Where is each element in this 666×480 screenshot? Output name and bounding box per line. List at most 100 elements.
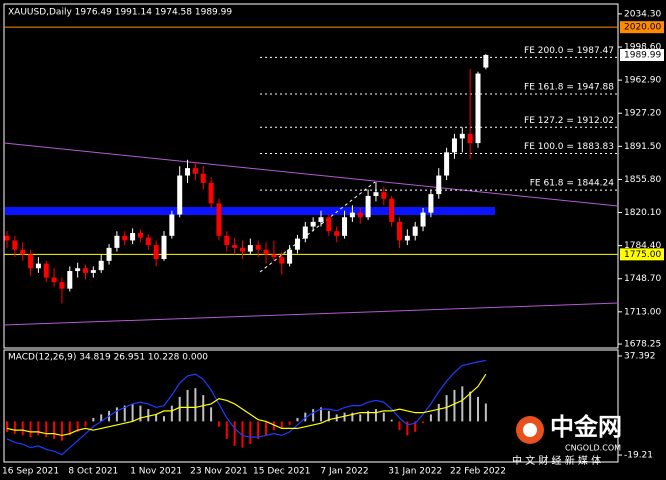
macd-histogram-bar [21,421,24,436]
candle-body [28,254,34,269]
macd-histogram-bar [320,407,322,422]
macd-histogram-bar [398,421,401,431]
y-tick-label: 1784.40 [624,241,661,251]
candle-body [342,217,348,236]
macd-histogram-bar [217,421,220,427]
logo-icon-inner [523,423,537,437]
candle-body [75,268,81,272]
candle-body [294,238,300,250]
y-tick-label: 2034.30 [624,9,661,19]
x-tick-label: 31 Jan 2022 [388,467,442,477]
macd-histogram-bar [233,421,236,446]
x-tick-label: 7 Jan 2022 [320,467,368,477]
price-tag [620,49,664,62]
macd-histogram-bar [359,414,362,422]
candle-body [357,212,363,218]
macd-histogram-bar [6,421,8,432]
macd-line [6,373,487,437]
candle-body [397,221,402,241]
macd-histogram-bar [453,389,456,422]
macd-histogram-bar [429,414,432,422]
macd-histogram-bar [37,421,40,436]
candle-body [475,73,481,144]
macd-histogram-bar [53,421,56,439]
candle-body [287,249,293,264]
candle-body [43,263,49,278]
macd-histogram-bar [367,410,370,422]
macd-histogram-bar [296,417,299,422]
candle-body [83,268,88,273]
y-tick-label: 1855.80 [624,175,661,185]
macd-histogram-bar [202,395,205,422]
x-tick-label: 22 Feb 2022 [450,467,506,477]
candle-body [51,277,57,283]
macd-histogram-bar [13,421,16,434]
x-tick-label: 16 Sep 2021 [2,467,59,477]
watermark: 中金网 CNGOLD.COM 中 文 财 经 新 媒 体 [512,413,622,467]
fe-level-label: FE 127.2 = 1912.02 [524,116,614,126]
logo-site: CNGOLD.COM [565,444,621,453]
candle-body [169,214,175,236]
macd-y-tick-label: -19.21 [624,451,653,461]
candle-body [349,212,355,218]
candle-body [412,226,418,236]
fe-base-line [259,181,376,273]
candle-body [404,235,410,241]
candle-body [4,235,10,241]
macd-histogram-bar [186,389,189,422]
logo-name: 中金网 [550,413,622,441]
candle-body [137,233,143,238]
macd-histogram-bar [461,386,464,422]
level-tag-label: 1775.00 [624,250,661,260]
candle-body [459,133,465,139]
logo-slogan: 中 文 财 经 新 媒 体 [512,454,601,467]
candle-body [279,257,285,264]
macd-histogram-bar [194,388,197,422]
y-tick-label: 1998.60 [624,43,661,53]
candle-body [247,245,253,252]
macd-histogram-bar [390,419,393,422]
macd-histogram-bar [484,403,487,422]
candle-body [381,192,387,199]
macd-histogram-bar [304,412,307,422]
macd-histogram-bar [406,421,409,436]
candle-body [326,217,332,232]
macd-histogram-bar [139,405,142,422]
candle-body [90,270,96,273]
candle-body [373,192,379,196]
candle-body [161,235,167,259]
level-tag-label: 2020.00 [624,23,661,33]
macd-histogram-bar [155,414,158,422]
x-tick-label: 1 Nov 2021 [130,467,182,477]
macd-histogram-bar [45,421,48,438]
macd-y-tick-label: 37.392 [624,351,656,361]
candle-body [200,173,206,183]
candle-body [310,221,316,227]
candle-body [420,212,426,227]
fe-level-label: FE 200.0 = 1987.47 [524,46,614,56]
y-tick-label: 1713.00 [624,307,661,317]
x-tick-label: 15 Dec 2021 [253,467,311,477]
macd-histogram-bar [210,407,213,422]
level-tag [620,21,664,34]
macd-histogram-bar [374,409,377,422]
macd-histogram-bar [280,421,283,429]
candle-body [444,152,450,176]
trendline [3,142,619,207]
macd-histogram-bar [249,421,252,445]
level-tag [620,248,664,261]
macd-histogram-bar [60,421,63,441]
macd-histogram-bar [382,412,385,422]
macd-histogram-bar [265,421,268,436]
macd-histogram-bar [272,421,275,431]
macd-histogram-bar [76,421,79,432]
candle-body [192,168,198,174]
candle-body [145,237,151,246]
y-tick-label: 1748.70 [624,274,661,284]
x-tick-label: 23 Nov 2021 [190,467,248,477]
candle-body [106,247,112,261]
macd-panel-frame [3,349,619,463]
candle-body [436,175,442,195]
